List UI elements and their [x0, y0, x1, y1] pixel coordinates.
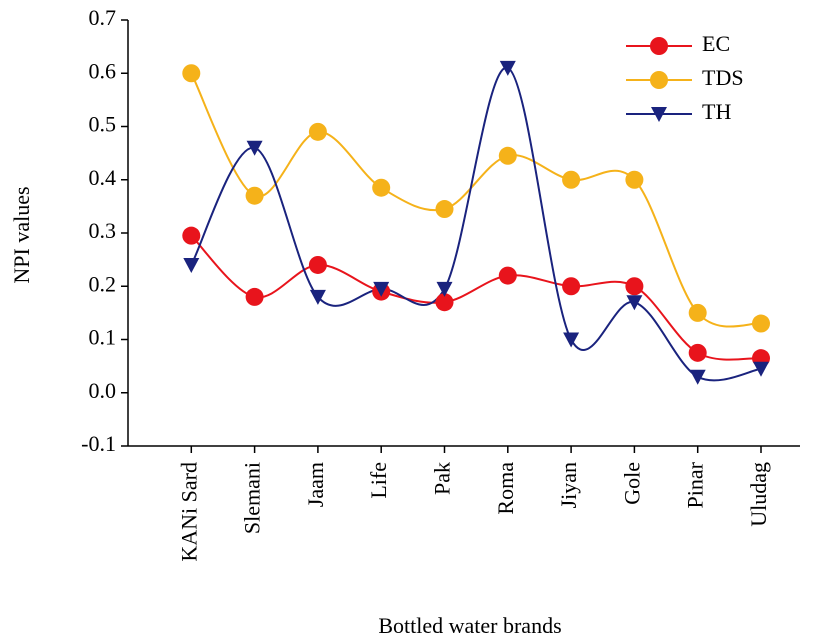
data-point [372, 178, 391, 197]
series-line [190, 234, 762, 361]
data-point [626, 295, 643, 311]
data-point [183, 257, 200, 273]
data-point [309, 289, 326, 305]
x-tick-label: Slemani [240, 462, 265, 534]
legend-marker [650, 37, 668, 55]
y-tick-label: 0.3 [89, 218, 117, 243]
data-point [625, 277, 644, 296]
data-point [752, 314, 770, 333]
y-axis-title: NPI values [9, 186, 34, 283]
y-tick-label: 0.1 [89, 325, 117, 350]
x-tick-label: Uludag [746, 462, 771, 527]
x-tick-label: Life [366, 462, 391, 499]
y-tick-label: 0.0 [89, 378, 117, 403]
data-point [689, 369, 706, 385]
y-tick-label: 0.2 [89, 271, 117, 296]
x-tick-label: Pinar [683, 461, 708, 508]
data-point [373, 281, 390, 297]
data-point [436, 281, 453, 297]
data-point [498, 146, 517, 165]
data-point [246, 140, 263, 156]
legend-label: TH [702, 99, 731, 124]
x-tick-label: Jiyan [556, 462, 581, 508]
data-point [753, 361, 769, 377]
data-point [435, 200, 454, 219]
x-tick-label: KANi Sard [176, 462, 201, 562]
data-point [563, 332, 580, 348]
legend-marker [650, 71, 668, 89]
y-tick-label: 0.5 [89, 112, 117, 137]
legend-marker [651, 107, 667, 122]
data-point [245, 287, 264, 306]
data-point [562, 277, 581, 296]
data-point [688, 303, 707, 322]
data-point [308, 255, 327, 274]
data-point [498, 266, 517, 285]
y-tick-label: 0.7 [89, 5, 117, 30]
data-point [688, 343, 707, 362]
data-point [308, 122, 327, 141]
x-tick-label: Gole [619, 462, 644, 505]
data-point [182, 64, 201, 83]
series-line [190, 66, 762, 382]
y-tick-label: -0.1 [81, 431, 116, 456]
legend-label: TDS [702, 65, 744, 90]
y-tick-label: 0.4 [89, 165, 117, 190]
data-point [245, 186, 264, 205]
legend-label: EC [702, 31, 730, 56]
data-point [435, 293, 454, 312]
x-tick-label: Jaam [303, 462, 328, 507]
x-tick-label: Roma [493, 462, 518, 515]
data-point [182, 226, 201, 245]
data-point [562, 170, 581, 189]
x-tick-label: Pak [430, 462, 455, 495]
series-line [190, 72, 762, 328]
data-point [625, 170, 644, 189]
x-axis-title: Bottled water brands [378, 613, 561, 638]
y-tick-label: 0.6 [89, 58, 117, 83]
data-point [499, 60, 516, 76]
